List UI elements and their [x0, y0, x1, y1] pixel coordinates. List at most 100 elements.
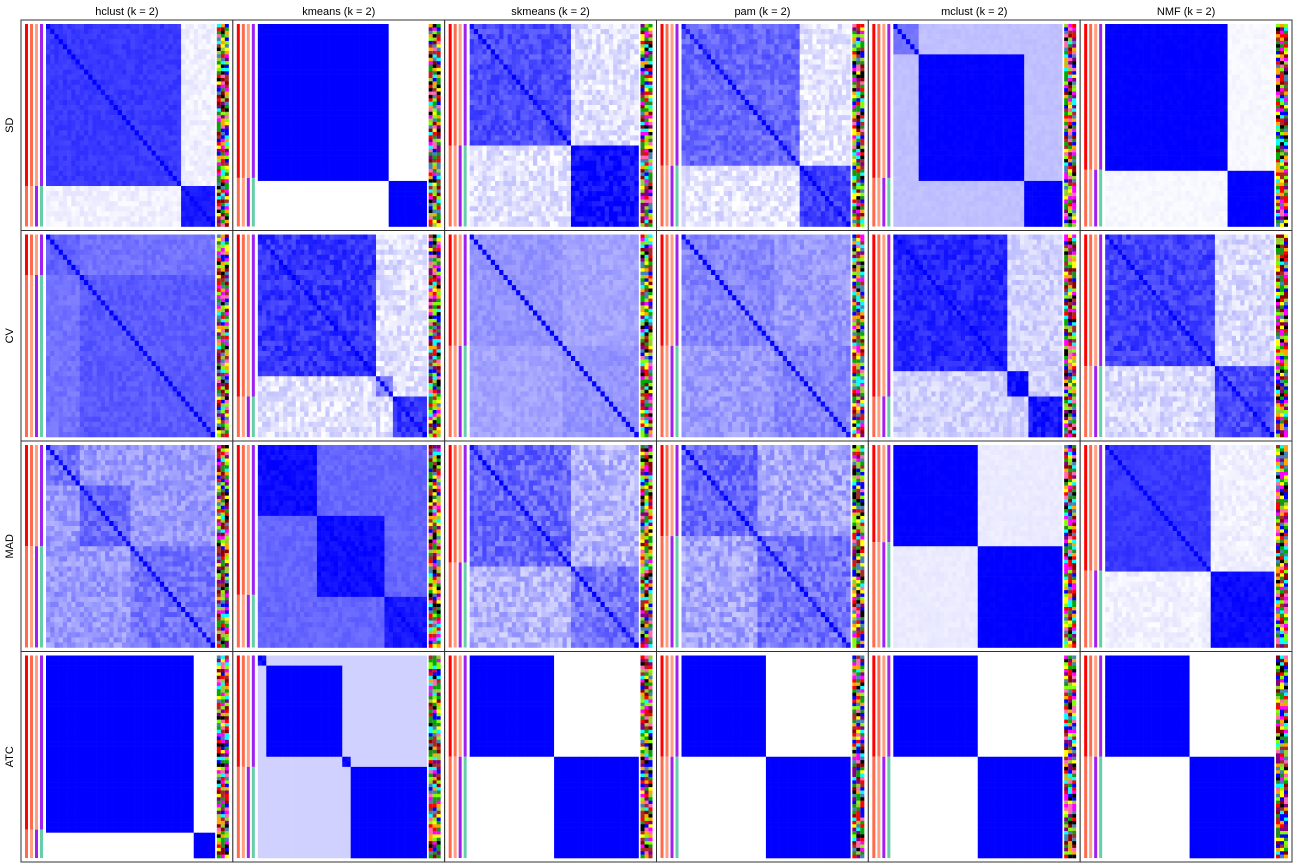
annotation-bar	[666, 24, 669, 166]
annotation-bar	[464, 235, 467, 346]
annotation-bar	[1084, 757, 1087, 858]
annotation-bar	[882, 235, 885, 397]
annotation-bar	[1084, 366, 1087, 437]
column-title: kmeans (k = 2)	[302, 6, 375, 18]
annotation-bar	[464, 562, 467, 647]
annotation-bar	[252, 445, 255, 595]
heatmap-panel	[868, 652, 1080, 863]
annotation-bar	[671, 445, 674, 536]
annotation-bar	[666, 235, 669, 346]
annotation-bar	[40, 24, 43, 186]
annotation-bar	[242, 445, 245, 595]
annotation-bar	[252, 397, 255, 438]
annotation-bar	[877, 757, 880, 858]
annotation-bar	[35, 546, 38, 647]
annotation-bar	[882, 757, 885, 858]
annotation-bar	[464, 656, 467, 757]
annotation-bar	[671, 346, 674, 437]
annotation-bar	[40, 235, 43, 276]
annotation-bar	[252, 178, 255, 227]
annotation-bar	[1094, 757, 1097, 858]
annotation-bar	[449, 445, 452, 562]
annotation-bar	[454, 146, 457, 227]
annotation-bar	[872, 24, 875, 178]
annotation-bar	[242, 767, 245, 858]
annotation-bar	[1094, 170, 1097, 227]
annotation-bar	[454, 346, 457, 437]
annotation-bar	[252, 24, 255, 178]
annotation-bar	[459, 235, 462, 346]
annotation-bar	[454, 562, 457, 647]
annotation-bar	[242, 397, 245, 438]
annotation-bar	[872, 757, 875, 858]
annotation-bar	[35, 656, 38, 830]
annotation-bar	[449, 24, 452, 146]
annotation-bar	[464, 445, 467, 562]
annotation-bar	[247, 24, 250, 178]
annotation-bar	[666, 656, 669, 757]
annotation-bar	[35, 186, 38, 227]
annotation-bar	[661, 536, 664, 647]
heatmap-panel	[868, 20, 1080, 231]
annotation-bar	[25, 445, 28, 546]
annotation-bar	[464, 24, 467, 146]
annotation-bar	[671, 536, 674, 647]
annotation-bar	[661, 757, 664, 858]
annotation-bar	[30, 445, 33, 546]
annotation-bar	[30, 546, 33, 647]
annotation-bar	[449, 146, 452, 227]
annotation-bar	[1089, 757, 1092, 858]
annotation-bar	[25, 275, 28, 437]
annotation-bar	[449, 562, 452, 647]
annotation-bar	[1099, 366, 1102, 437]
annotation-bar	[40, 445, 43, 546]
annotation-bar	[242, 235, 245, 397]
heatmap-panel	[21, 231, 233, 442]
annotation-bar	[454, 24, 457, 146]
annotation-bar	[877, 542, 880, 647]
annotation-bar	[459, 757, 462, 858]
annotation-bar	[887, 24, 890, 178]
heatmap-panel	[657, 20, 869, 231]
annotation-bar	[30, 186, 33, 227]
annotation-bar	[237, 445, 240, 595]
heatmap-panel	[657, 652, 869, 863]
annotation-bar	[454, 445, 457, 562]
annotation-bar	[1099, 445, 1102, 571]
annotation-bar	[887, 656, 890, 757]
annotation-bar	[237, 767, 240, 858]
annotation-bar	[237, 397, 240, 438]
annotation-bar	[237, 235, 240, 397]
annotation-bar	[40, 830, 43, 858]
annotation-bar	[877, 235, 880, 397]
annotation-bar	[1099, 656, 1102, 757]
annotation-bar	[882, 445, 885, 542]
annotation-bar	[1084, 656, 1087, 757]
annotation-bar	[661, 166, 664, 227]
annotation-bar	[242, 656, 245, 767]
heatmap-panel	[1080, 652, 1292, 863]
annotation-bar	[1099, 170, 1102, 227]
annotation-bar	[877, 24, 880, 178]
annotation-bar	[1089, 571, 1092, 648]
annotation-bar	[661, 656, 664, 757]
annotation-bar	[247, 235, 250, 397]
annotation-bar	[30, 830, 33, 858]
annotation-bar	[30, 275, 33, 437]
annotation-bar	[247, 656, 250, 767]
annotation-bar	[242, 24, 245, 178]
annotation-bar	[666, 346, 669, 437]
annotation-bar	[1084, 445, 1087, 571]
annotation-bar	[676, 346, 679, 437]
annotation-bar	[242, 595, 245, 648]
annotation-bar	[30, 24, 33, 186]
annotation-bar	[1089, 24, 1092, 170]
annotation-bar	[237, 178, 240, 227]
annotation-bar	[464, 146, 467, 227]
annotation-bar	[30, 656, 33, 830]
annotation-bar	[676, 235, 679, 346]
annotation-bar	[887, 757, 890, 858]
heatmap-panel	[233, 652, 445, 863]
